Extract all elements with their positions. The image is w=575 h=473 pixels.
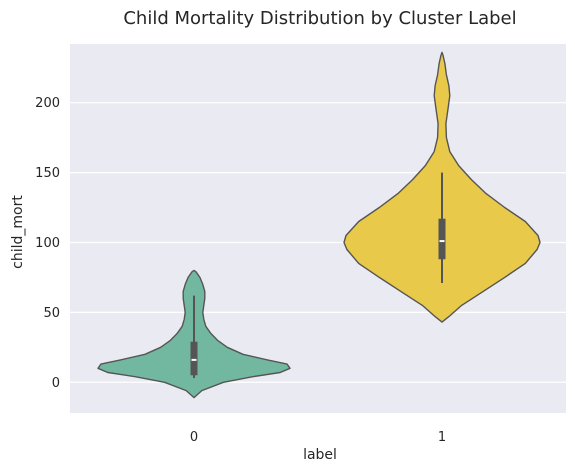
- violins: [97, 51, 541, 399]
- y-tick-labels: 0 50 100 150 200: [35, 96, 60, 391]
- x-axis-label: label: [303, 447, 337, 463]
- iqr-box-1: [438, 218, 446, 260]
- y-tick-label-150: 150: [35, 166, 60, 181]
- y-tick-label-50: 50: [43, 306, 60, 321]
- chart-title: Child Mortality Distribution by Cluster …: [123, 8, 516, 29]
- y-tick-label-0: 0: [52, 376, 60, 391]
- y-axis-label: child_mort: [10, 195, 26, 269]
- y-tick-label-100: 100: [35, 236, 60, 251]
- iqr-box-0: [190, 341, 198, 376]
- x-tick-label-1: 1: [438, 430, 446, 445]
- x-tick-label-0: 0: [190, 430, 198, 445]
- y-tick-label-200: 200: [35, 96, 60, 111]
